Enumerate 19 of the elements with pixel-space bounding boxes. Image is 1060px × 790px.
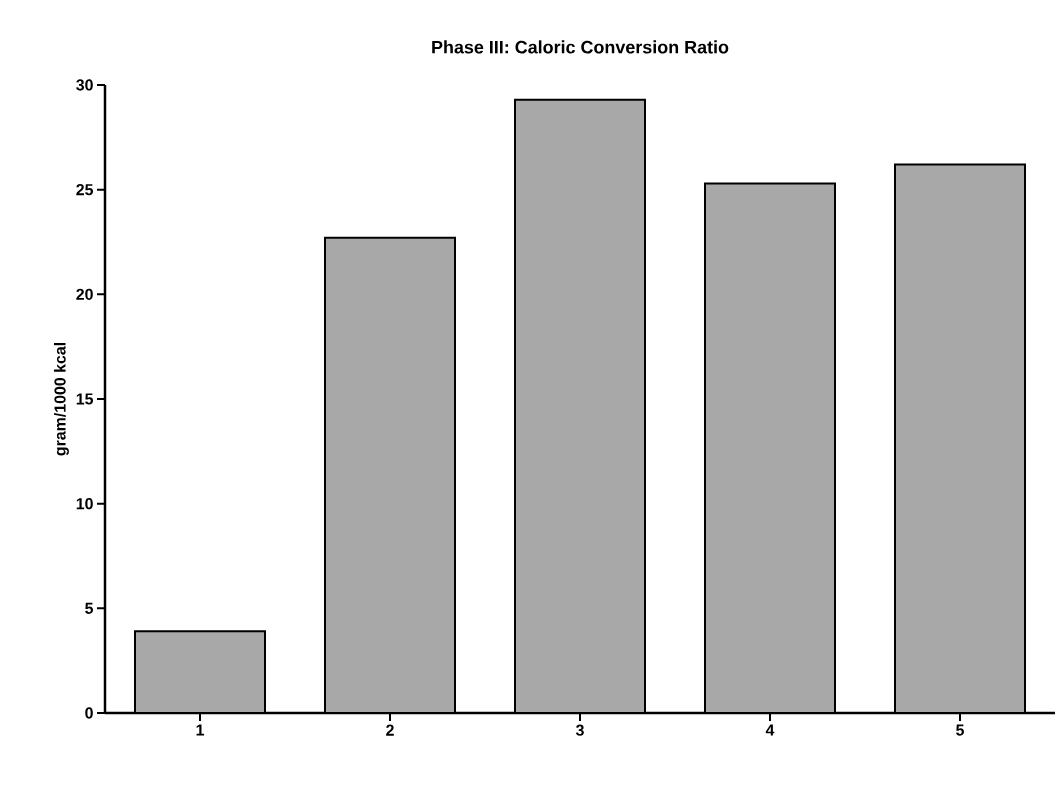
- y-tick-label: 0: [85, 707, 93, 719]
- bar: [894, 163, 1027, 713]
- y-tick-label: 10: [76, 498, 93, 510]
- chart-title: Phase III: Caloric Conversion Ratio: [432, 40, 729, 54]
- bar: [135, 631, 265, 713]
- x-tick-label: 1: [196, 724, 204, 736]
- x-tick-label: 2: [386, 724, 394, 736]
- y-tick-label: 15: [76, 393, 94, 405]
- y-tick-label: 5: [85, 602, 94, 614]
- y-tick-label: 20: [76, 288, 93, 300]
- bar: [704, 182, 837, 713]
- bar: [324, 236, 456, 713]
- x-tick-label: 3: [575, 724, 584, 736]
- y-axis-title: gram/1000 kcal: [53, 343, 69, 456]
- y-tick-label: 30: [76, 79, 93, 91]
- x-tick-label: 5: [956, 724, 964, 736]
- x-tick-label: 4: [765, 724, 775, 736]
- bar: [514, 98, 646, 713]
- y-tick-label: 25: [76, 184, 94, 196]
